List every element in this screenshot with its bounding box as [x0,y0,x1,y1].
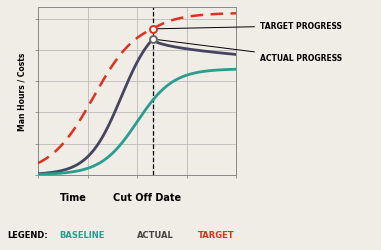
Text: ACTUAL PROGRESS: ACTUAL PROGRESS [156,40,342,63]
Text: TARGET PROGRESS: TARGET PROGRESS [156,22,342,31]
Text: LEGEND:: LEGEND: [8,230,48,239]
Text: TARGET: TARGET [198,230,235,239]
Text: Cut Off Date: Cut Off Date [113,192,181,202]
Text: Time: Time [60,192,87,202]
Y-axis label: Man Hours / Costs: Man Hours / Costs [18,52,27,130]
Text: BASELINE: BASELINE [59,230,104,239]
Text: ACTUAL: ACTUAL [137,230,174,239]
